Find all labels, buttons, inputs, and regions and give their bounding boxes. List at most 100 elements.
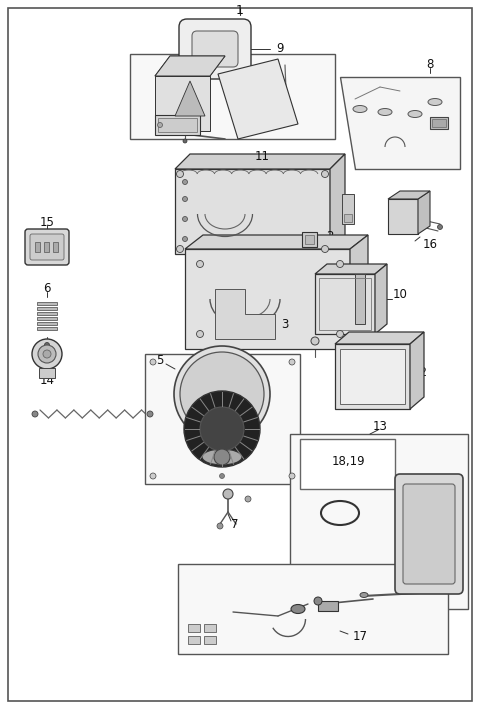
Bar (204, 636, 216, 644)
Circle shape (177, 245, 183, 252)
Circle shape (45, 342, 49, 347)
Polygon shape (175, 154, 345, 169)
Polygon shape (410, 332, 424, 409)
Circle shape (314, 597, 322, 605)
Bar (37, 306, 57, 310)
Ellipse shape (378, 108, 392, 116)
Circle shape (289, 473, 295, 479)
Circle shape (182, 237, 188, 242)
Polygon shape (175, 169, 330, 254)
Bar (35, 242, 40, 252)
Polygon shape (155, 76, 210, 131)
Bar (37, 321, 57, 325)
FancyBboxPatch shape (25, 229, 69, 265)
Circle shape (147, 411, 153, 417)
Bar (355, 274, 365, 324)
Text: 13: 13 (372, 420, 387, 432)
Ellipse shape (360, 593, 368, 598)
Text: 6: 6 (43, 282, 51, 296)
Circle shape (311, 337, 319, 345)
Circle shape (150, 359, 156, 365)
Ellipse shape (291, 605, 305, 613)
Polygon shape (185, 235, 368, 249)
Polygon shape (185, 249, 350, 349)
Polygon shape (330, 154, 345, 254)
Circle shape (177, 170, 183, 177)
Circle shape (43, 350, 51, 358)
Circle shape (322, 245, 328, 252)
Bar (430, 117, 448, 129)
Bar (204, 624, 216, 632)
Polygon shape (388, 199, 418, 234)
Polygon shape (315, 274, 375, 334)
Text: 9: 9 (276, 43, 284, 55)
Circle shape (336, 260, 344, 267)
Bar (39, 368, 55, 378)
Circle shape (150, 473, 156, 479)
Bar (188, 636, 200, 644)
Circle shape (157, 123, 163, 128)
Bar (342, 194, 354, 224)
Text: 18,19: 18,19 (331, 455, 365, 469)
Text: 14: 14 (39, 374, 55, 388)
Circle shape (217, 523, 223, 529)
Bar (37, 311, 57, 315)
Ellipse shape (202, 449, 242, 465)
Circle shape (38, 345, 56, 363)
Text: 5: 5 (156, 354, 164, 367)
Bar (290, 434, 468, 609)
Circle shape (183, 139, 187, 143)
Bar (37, 301, 57, 305)
Circle shape (182, 196, 188, 201)
Text: 1: 1 (236, 4, 244, 18)
Bar (37, 327, 57, 330)
Circle shape (32, 339, 62, 369)
FancyBboxPatch shape (395, 474, 463, 594)
Circle shape (182, 216, 188, 221)
Polygon shape (418, 191, 430, 234)
Circle shape (245, 496, 251, 502)
Circle shape (196, 330, 204, 337)
FancyBboxPatch shape (179, 19, 251, 79)
Circle shape (322, 170, 328, 177)
Circle shape (200, 407, 244, 451)
Text: 10: 10 (393, 288, 408, 301)
Bar (44, 242, 49, 252)
Circle shape (32, 411, 38, 417)
Polygon shape (155, 56, 225, 76)
Polygon shape (335, 344, 410, 409)
Circle shape (289, 359, 295, 365)
Bar (178, 564, 448, 654)
FancyBboxPatch shape (30, 234, 64, 260)
Text: 8: 8 (426, 57, 434, 70)
Text: 2: 2 (326, 230, 334, 243)
Circle shape (182, 179, 188, 184)
Bar (319, 278, 371, 330)
Polygon shape (340, 77, 460, 169)
Bar (37, 316, 57, 320)
Circle shape (223, 489, 233, 499)
Text: 17: 17 (352, 630, 368, 642)
FancyBboxPatch shape (403, 484, 455, 584)
Polygon shape (215, 289, 275, 339)
Circle shape (174, 346, 270, 442)
Ellipse shape (353, 106, 367, 113)
Text: 7: 7 (231, 518, 239, 530)
Circle shape (437, 225, 443, 230)
Bar (155, 115, 200, 135)
Bar (318, 601, 338, 611)
Text: 11: 11 (254, 150, 269, 162)
Circle shape (196, 260, 204, 267)
Bar (130, 54, 335, 139)
Bar (344, 214, 352, 222)
Polygon shape (155, 56, 225, 76)
Bar (302, 232, 317, 247)
Bar (188, 624, 200, 632)
Polygon shape (375, 264, 387, 334)
Circle shape (180, 352, 264, 436)
Bar (300, 439, 395, 489)
Bar (432, 119, 446, 127)
Circle shape (219, 474, 225, 479)
Bar (145, 354, 300, 484)
Text: 3: 3 (281, 318, 288, 330)
